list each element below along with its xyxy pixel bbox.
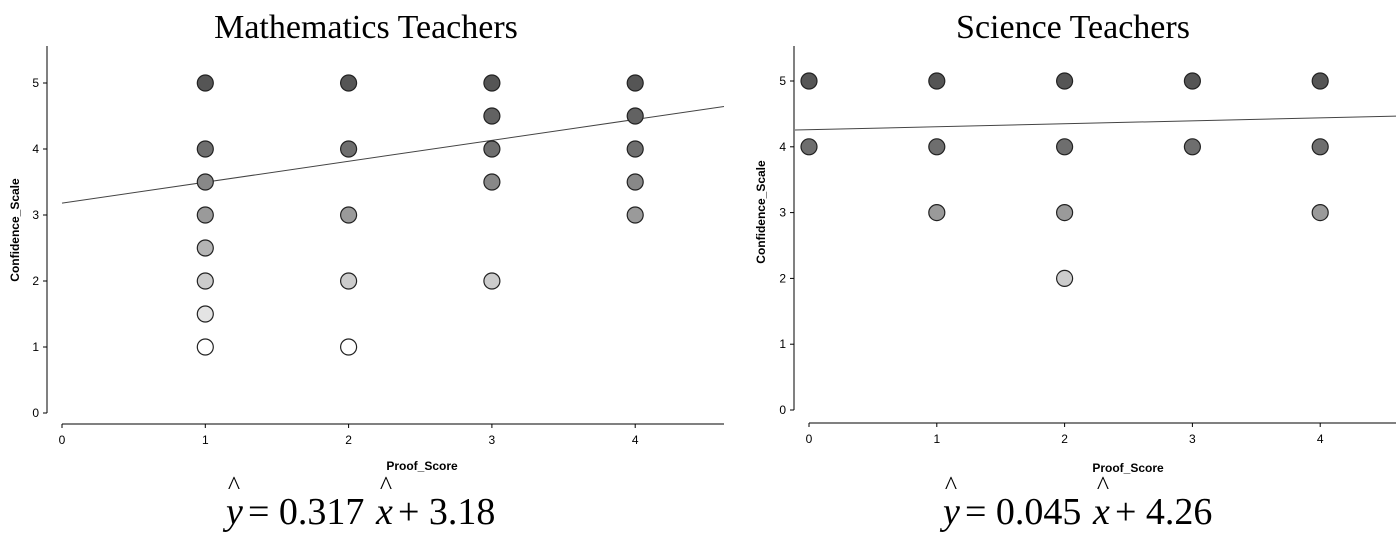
y-tick-label: 2 <box>32 274 39 288</box>
ticks: 0 1 2 3 4 5 0 1 2 3 4 <box>32 76 639 447</box>
x-hat-accent: ^ <box>380 471 392 500</box>
data-point <box>340 140 358 158</box>
data-point <box>196 173 214 191</box>
ticks: 0 1 2 3 4 5 0 1 2 3 4 <box>779 74 1324 446</box>
y-tick-label: 3 <box>32 208 39 222</box>
data-point <box>483 107 501 125</box>
x-tick-label: 3 <box>489 433 496 447</box>
data-point <box>626 206 644 224</box>
x-tick-label: 0 <box>59 433 66 447</box>
data-point <box>483 74 501 92</box>
y-axis-label: Confidence_Scale <box>754 160 768 264</box>
equation-rhs: = 0.317 <box>248 491 364 533</box>
x-hat-accent: ^ <box>1097 471 1109 500</box>
equation-y: y <box>222 491 243 533</box>
data-point <box>196 272 214 290</box>
y-tick-label: 2 <box>779 271 786 285</box>
x-axis-label: Proof_Score <box>1092 461 1164 475</box>
data-point <box>1055 269 1074 287</box>
axes <box>46 46 724 425</box>
data-point <box>1311 138 1329 156</box>
chart-title: Mathematics Teachers <box>214 9 518 46</box>
y-tick-label: 0 <box>779 403 786 417</box>
points <box>196 74 644 356</box>
data-point <box>626 173 644 191</box>
data-point <box>800 138 818 156</box>
data-point <box>196 239 214 257</box>
data-point <box>1311 72 1329 90</box>
data-point <box>626 74 644 92</box>
regression-line <box>61 105 725 204</box>
axes <box>793 46 1396 424</box>
x-tick-label: 2 <box>1061 432 1068 446</box>
data-point <box>483 173 501 191</box>
x-tick-label: 3 <box>1189 432 1196 446</box>
equation-tail: + 3.18 <box>398 491 495 533</box>
chart-title: Science Teachers <box>956 9 1190 46</box>
data-point <box>340 206 358 224</box>
data-point <box>928 138 946 156</box>
data-point <box>928 204 946 222</box>
data-point <box>196 305 214 323</box>
regression-line-group <box>61 105 725 204</box>
data-point <box>1055 72 1074 90</box>
equation-y: y <box>939 491 960 533</box>
data-point <box>626 140 644 158</box>
math-teachers-panel: Mathematics Teachers Confidence_Scale Pr… <box>8 9 725 533</box>
y-tick-label: 3 <box>779 206 786 220</box>
x-tick-label: 1 <box>933 432 940 446</box>
y-tick-label: 5 <box>779 74 786 88</box>
y-hat-accent: ^ <box>945 471 957 500</box>
y-tick-label: 4 <box>779 140 786 154</box>
science-teachers-panel: Science Teachers Confidence_Scale Proof_… <box>754 9 1396 533</box>
data-point <box>1183 138 1202 156</box>
x-tick-label: 2 <box>345 433 352 447</box>
data-point <box>340 338 358 356</box>
y-tick-label: 1 <box>779 337 786 351</box>
data-point <box>626 107 644 125</box>
y-tick-label: 5 <box>32 76 39 90</box>
regression-line-group <box>794 115 1396 131</box>
equation-rhs: = 0.045 <box>965 491 1081 533</box>
x-tick-label: 4 <box>632 433 639 447</box>
x-tick-label: 0 <box>806 432 813 446</box>
points <box>800 72 1329 287</box>
y-tick-label: 0 <box>32 406 39 420</box>
y-tick-label: 4 <box>32 142 39 156</box>
regression-equation: ^ y = 0.317 ^ x + 3.18 <box>222 471 495 533</box>
y-tick-label: 1 <box>32 340 39 354</box>
data-point <box>196 206 214 224</box>
data-point <box>340 272 358 290</box>
data-point <box>196 338 214 356</box>
data-point <box>340 74 358 92</box>
equation-tail: + 4.26 <box>1115 491 1212 533</box>
x-axis-label: Proof_Score <box>386 459 458 473</box>
data-point <box>1055 138 1074 156</box>
data-point <box>483 272 501 290</box>
data-point <box>800 72 818 90</box>
data-point <box>483 140 501 158</box>
regression-equation: ^ y = 0.045 ^ x + 4.26 <box>939 471 1212 533</box>
data-point <box>1311 204 1329 222</box>
y-axis-label: Confidence_Scale <box>8 178 22 282</box>
x-tick-label: 1 <box>202 433 209 447</box>
data-point <box>928 72 946 90</box>
data-point <box>196 74 214 92</box>
equation-x: x <box>375 491 393 533</box>
y-hat-accent: ^ <box>228 471 240 500</box>
data-point <box>196 140 214 158</box>
data-point <box>1055 204 1074 222</box>
data-point <box>1183 72 1202 90</box>
x-tick-label: 4 <box>1317 432 1324 446</box>
equation-x: x <box>1092 491 1110 533</box>
regression-line <box>794 115 1396 131</box>
